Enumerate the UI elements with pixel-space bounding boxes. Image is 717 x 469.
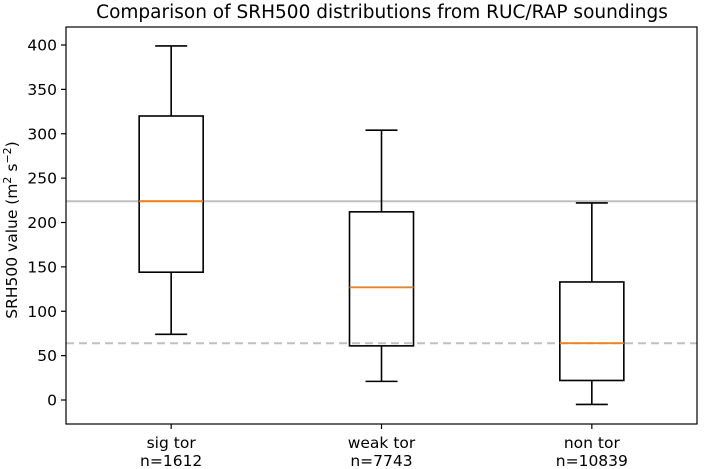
y-tick-label: 300 [27,125,57,143]
box-sig-tor [138,115,204,273]
chart-title: Comparison of SRH500 distributions from … [96,2,668,23]
y-axis-label: SRH500 value (m2 s−2) [1,141,21,318]
y-tick-label: 0 [47,392,57,410]
x-count-label: n=10839 [556,452,628,469]
box-non-tor [559,281,625,382]
y-tick-label: 150 [27,258,57,276]
y-tick-label: 400 [27,37,57,55]
x-tick-label: weak tor [348,434,416,452]
x-count-label: n=7743 [350,452,412,469]
y-tick-label: 100 [27,303,57,321]
x-count-label: n=1612 [140,452,202,469]
y-tick-label: 200 [27,214,57,232]
y-tick-label: 350 [27,81,57,99]
x-tick-label: non tor [564,434,621,452]
y-tick-label: 50 [37,347,57,365]
x-tick-label: sig tor [147,434,197,452]
plot-frame [65,26,698,425]
y-tick-label: 250 [27,170,57,188]
box-weak-tor [348,211,415,347]
